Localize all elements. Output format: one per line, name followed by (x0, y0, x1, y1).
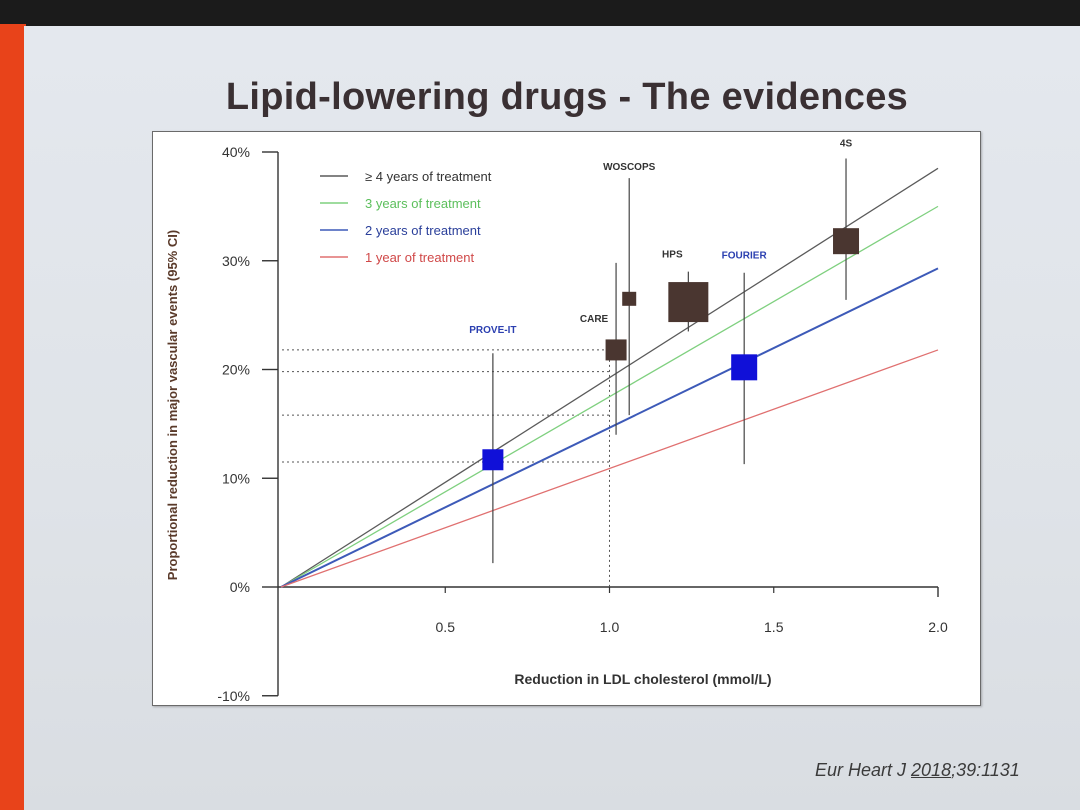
citation-journal: Eur Heart J (815, 760, 912, 780)
citation: Eur Heart J 2018;39:1131 (815, 760, 1020, 781)
orange-side-bar (0, 24, 26, 810)
chart-frame (152, 131, 981, 706)
citation-year: 2018 (911, 760, 952, 780)
top-border (0, 0, 1080, 26)
citation-volume: ;39:1131 (951, 760, 1020, 780)
slide-title: Lipid-lowering drugs - The evidences (225, 76, 909, 118)
